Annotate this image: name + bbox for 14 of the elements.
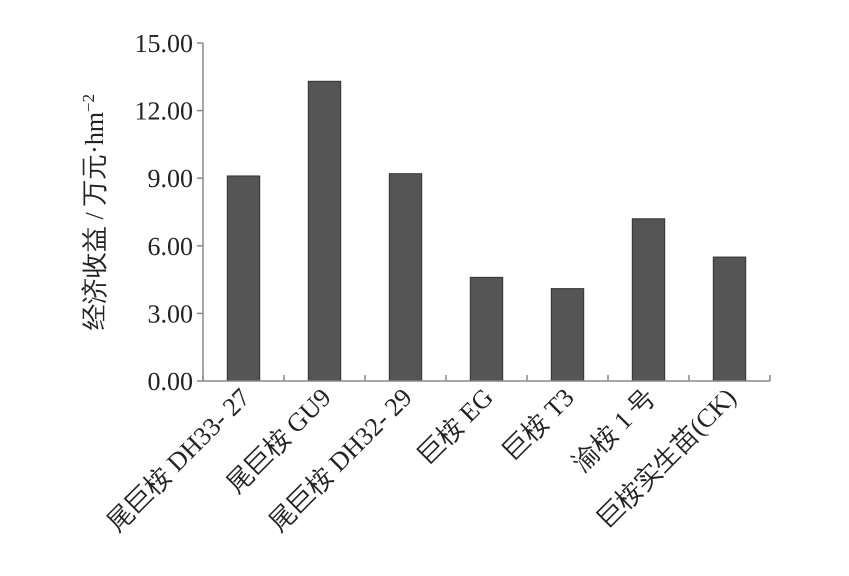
y-tick-label: 9.00 [148, 164, 193, 194]
bar [550, 288, 584, 382]
bar [308, 80, 342, 382]
y-tick-label: 3.00 [148, 299, 193, 328]
y-tick-label: 12.00 [134, 96, 193, 126]
bar [712, 256, 746, 382]
bar [470, 276, 504, 382]
bar [388, 173, 422, 382]
x-tick-label: 巨桉 EG [412, 382, 499, 470]
y-tick-label: 15.00 [134, 29, 193, 58]
bar [226, 175, 260, 382]
bar [632, 218, 666, 382]
y-tick-label: 0.00 [148, 367, 193, 396]
y-tick-label: 6.00 [148, 232, 193, 261]
